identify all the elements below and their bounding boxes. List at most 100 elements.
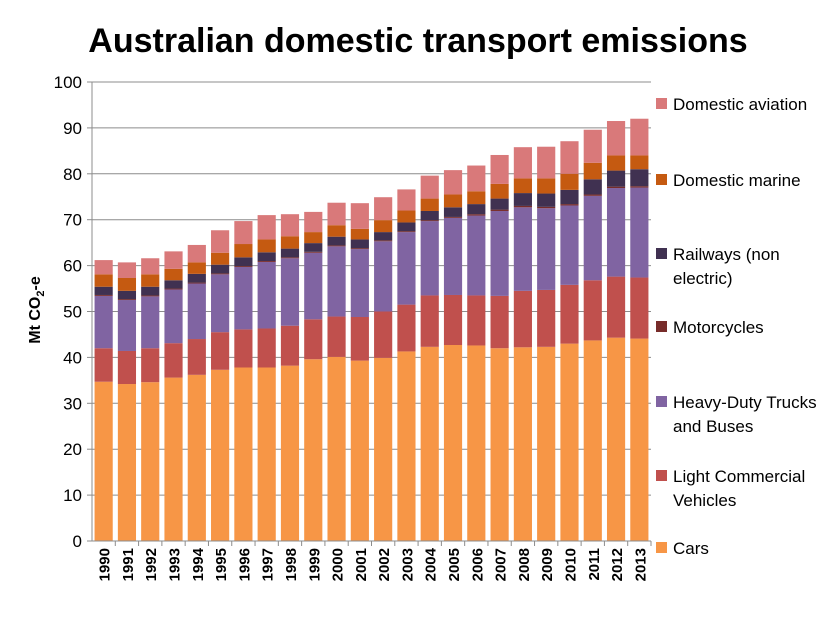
bar-domestic-aviation-1991: [117, 262, 137, 278]
y-tick-label: 90: [63, 119, 82, 138]
bar-heavy-duty-trucks-and-buses-2007: [490, 210, 509, 296]
bar-railways-non-electric-1995: [211, 264, 230, 274]
bar-railways-non-electric-1997: [257, 252, 276, 262]
bar-motorcycles-2003: [397, 231, 416, 233]
bar-light-commercial-vehicles-1994: [187, 339, 206, 375]
bar-domestic-marine-1992: [141, 274, 160, 287]
bar-motorcycles-1992: [141, 295, 160, 297]
legend-item-heavy-duty-trucks-and-buses: Heavy-Duty Trucks and Buses: [656, 393, 817, 436]
bar-motorcycles-2013: [630, 186, 649, 188]
bar-heavy-duty-trucks-and-buses-1995: [211, 274, 230, 333]
bar-light-commercial-vehicles-2003: [397, 304, 416, 352]
bar-light-commercial-vehicles-2001: [350, 317, 369, 361]
bar-heavy-duty-trucks-and-buses-1990: [94, 295, 113, 349]
legend-label: Vehicles: [673, 491, 736, 510]
bar-heavy-duty-trucks-and-buses-2008: [513, 207, 532, 291]
bar-domestic-aviation-2009: [537, 146, 556, 179]
bar-heavy-duty-trucks-and-buses-2004: [420, 221, 439, 296]
bar-motorcycles-2006: [467, 214, 486, 216]
bar-railways-non-electric-2011: [583, 179, 602, 195]
bar-domestic-aviation-2008: [513, 147, 532, 179]
y-tick-label: 60: [63, 257, 82, 276]
bar-cars-1993: [164, 377, 183, 541]
bar-domestic-marine-1996: [234, 244, 253, 258]
bar-domestic-marine-2000: [327, 225, 346, 237]
bar-light-commercial-vehicles-1992: [141, 348, 160, 383]
bar-cars-1998: [280, 365, 300, 541]
bar-railways-non-electric-1991: [117, 290, 137, 300]
bar-railways-non-electric-1994: [187, 273, 206, 283]
bar-railways-non-electric-1998: [280, 248, 300, 258]
bar-domestic-marine-1994: [187, 262, 206, 274]
bar-light-commercial-vehicles-2009: [537, 289, 556, 347]
bar-light-commercial-vehicles-1996: [234, 329, 253, 368]
bars: [94, 118, 649, 541]
x-tick-label: 2013: [632, 548, 649, 581]
bar-heavy-duty-trucks-and-buses-1992: [141, 296, 160, 349]
bar-cars-2011: [583, 340, 602, 541]
x-tick-label: 2002: [376, 548, 393, 581]
x-tick-label: 1999: [306, 548, 323, 581]
bar-domestic-marine-2005: [443, 194, 463, 208]
legend-swatch: [656, 248, 667, 259]
bar-light-commercial-vehicles-2004: [420, 295, 439, 347]
bar-light-commercial-vehicles-2000: [327, 316, 346, 357]
y-tick-label: 0: [73, 532, 82, 551]
bar-heavy-duty-trucks-and-buses-1991: [117, 300, 137, 351]
y-tick-label: 40: [63, 348, 82, 367]
bar-domestic-aviation-2002: [374, 197, 393, 221]
y-axis-label: Mt CO2-e: [27, 276, 47, 344]
x-tick-label: 1994: [190, 547, 207, 581]
bar-cars-1994: [187, 374, 206, 541]
x-tick-label: 2007: [493, 548, 510, 581]
bar-cars-1991: [117, 384, 137, 541]
x-tick-label: 2009: [539, 548, 556, 581]
x-tick-label: 1990: [97, 548, 114, 581]
bar-cars-1995: [211, 369, 230, 541]
bar-domestic-marine-2011: [583, 162, 602, 180]
bar-domestic-aviation-2000: [327, 202, 346, 226]
bar-cars-2001: [350, 360, 369, 541]
bar-cars-2003: [397, 351, 416, 541]
bar-railways-non-electric-2001: [350, 239, 369, 249]
x-tick-label: 2000: [330, 548, 347, 581]
bar-light-commercial-vehicles-1993: [164, 343, 183, 378]
bar-cars-2007: [490, 348, 509, 541]
bar-motorcycles-2005: [443, 216, 463, 218]
bar-railways-non-electric-2012: [606, 170, 626, 187]
bar-railways-non-electric-2005: [443, 207, 463, 217]
bar-light-commercial-vehicles-2012: [606, 276, 626, 338]
legend-label: Domestic aviation: [673, 95, 807, 114]
x-tick-label: 2006: [469, 548, 486, 581]
bar-domestic-aviation-2001: [350, 203, 369, 229]
bar-motorcycles-2008: [513, 205, 532, 208]
bar-cars-1992: [141, 382, 160, 541]
bar-light-commercial-vehicles-2011: [583, 280, 602, 341]
bar-heavy-duty-trucks-and-buses-2006: [467, 215, 486, 296]
bar-heavy-duty-trucks-and-buses-2011: [583, 195, 602, 281]
bar-cars-2000: [327, 356, 346, 541]
bar-light-commercial-vehicles-1998: [280, 325, 300, 366]
bar-domestic-aviation-1997: [257, 215, 276, 240]
y-tick-label: 30: [63, 394, 82, 413]
bar-cars-2010: [560, 343, 579, 541]
bar-light-commercial-vehicles-2005: [443, 294, 463, 346]
legend-item-domestic-marine: Domestic marine: [656, 171, 801, 190]
bar-cars-1999: [304, 359, 323, 541]
y-tick-label: 50: [63, 303, 82, 322]
bar-domestic-marine-2004: [420, 198, 439, 211]
x-tick-label: 2004: [423, 547, 440, 581]
bar-light-commercial-vehicles-2006: [467, 295, 486, 346]
y-tick-label: 20: [63, 440, 82, 459]
bar-railways-non-electric-2004: [420, 210, 439, 221]
axes: [91, 82, 652, 546]
bar-heavy-duty-trucks-and-buses-2010: [560, 205, 579, 285]
legend-label: electric): [673, 269, 733, 288]
bar-cars-2004: [420, 346, 439, 541]
legend-swatch: [656, 396, 667, 407]
bar-domestic-aviation-2004: [420, 175, 439, 199]
bar-motorcycles-2007: [490, 209, 509, 211]
bar-light-commercial-vehicles-2002: [374, 311, 393, 358]
